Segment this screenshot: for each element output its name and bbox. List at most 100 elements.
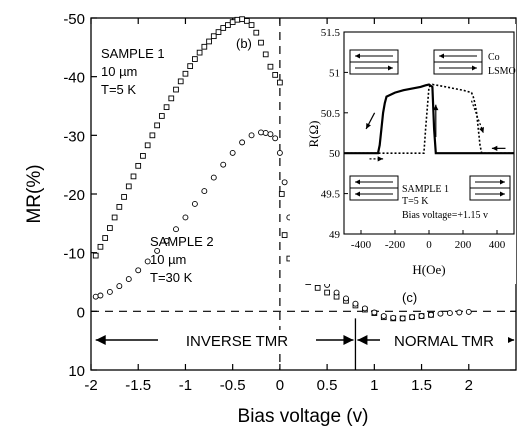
sample-2-point	[465, 308, 472, 315]
sample-1-point	[262, 51, 269, 58]
sample-1-size: 10 µm	[101, 64, 137, 79]
sample-2-point	[106, 289, 113, 295]
sample-1-point	[248, 22, 255, 28]
x-tick-label: 0.5	[317, 377, 338, 394]
sample-1-point	[97, 243, 104, 250]
inset-x-tick-label: -200	[385, 239, 406, 251]
sample-2-point	[390, 314, 397, 321]
x-tick-label: 2	[465, 377, 473, 394]
sample-2-point	[371, 309, 378, 316]
x-tick-label: 1.5	[411, 377, 432, 394]
sample-2-point	[446, 310, 453, 317]
inset-antiparallel-box-right-moment-head	[439, 53, 444, 59]
sample-2-point	[399, 315, 406, 322]
sample-1-point	[149, 132, 156, 139]
series-sample-2	[92, 129, 472, 322]
sample-2-point	[248, 132, 255, 139]
sample-1-point	[277, 79, 283, 86]
sample-1-point	[210, 33, 217, 40]
sample-2-point	[428, 311, 434, 318]
sample-1-point	[314, 285, 321, 291]
sample-1-point	[102, 235, 109, 241]
inverse-tmr-label: INVERSE TMR	[186, 333, 288, 350]
sample-1-point	[182, 70, 189, 77]
y-tick-label: -10	[63, 246, 85, 263]
sample-2-point	[210, 174, 217, 181]
sample-1-point	[206, 38, 212, 45]
sample-2-point	[144, 258, 151, 265]
sample-1-point	[278, 191, 285, 197]
inset-parallel-box-left-moment-head	[355, 191, 360, 197]
inset-parallel-box-right-moment-head	[500, 191, 505, 197]
inverse-tmr-arrowhead-left	[95, 335, 106, 345]
sample-1-point	[158, 113, 165, 119]
sample-2-point	[229, 149, 236, 156]
x-axis-label: Bias voltage (v)	[238, 406, 369, 427]
sample-1-point	[272, 72, 279, 78]
sample-2-point	[380, 313, 387, 319]
sample-2-point	[135, 267, 142, 274]
sample-2-point	[154, 247, 161, 254]
sample-1-point	[140, 153, 146, 159]
inset-x-axis-label: H(Oe)	[412, 262, 445, 277]
sample-1-point	[177, 78, 184, 85]
panel-b-label: (b)	[236, 36, 252, 51]
inset-y-tick-label: 49	[329, 229, 341, 241]
sample-1-point	[163, 104, 170, 111]
inset-sweep-up-line	[344, 83, 514, 155]
sample-2-point	[163, 237, 170, 244]
sample-1-point	[258, 39, 264, 46]
inset-antiparallel-box-left-moment-head	[355, 53, 360, 59]
main-ticks: -2 -1.5 -1 -0.5 0 0.5 1 1.5 2 -50 -40 -30 -20 -10 0 10	[63, 11, 516, 394]
y-tick-label: -50	[63, 11, 85, 28]
inset-sweep-arrow-center-head	[433, 104, 439, 111]
x-tick-label: -0.5	[220, 377, 246, 394]
y-tick-label: -30	[63, 128, 85, 145]
inset-labels: Co LSMO SAMPLE 1T=5 K Bias voltage=+1.15 v	[402, 52, 516, 221]
sample-1-point	[192, 56, 198, 62]
main-plot-area: -2 -1.5 -1 -0.5 0 0.5 1 1.5 2 -50 -40 -30 -20 -10 0 10 …	[24, 11, 517, 427]
sample-2-point	[409, 314, 416, 321]
sample-1-point	[225, 22, 231, 28]
sample-1-point	[111, 214, 118, 221]
inset-chart: -400 -200 0 200 400 49 49.5 50 50.5 51 51.5 Co LSMO…	[290, 24, 516, 284]
inset-series	[344, 83, 514, 162]
sample-2-point	[276, 149, 283, 156]
inset-x-tick-label: 400	[489, 239, 506, 251]
sample-2-point	[281, 179, 288, 186]
inset-magnetization-diagrams	[349, 49, 511, 201]
inset-bias-label: Bias voltage=+1.15 v	[402, 210, 488, 221]
sample-2-point	[343, 295, 349, 302]
x-tick-label: -1.5	[125, 377, 151, 394]
y-tick-label: -40	[63, 70, 85, 87]
sample-1-point	[215, 29, 222, 35]
inset-ticks: -400 -200 0 200 400 49 49.5 50 50.5 51 51.5	[321, 27, 506, 251]
sample-1-point	[168, 95, 175, 102]
sample-2-point	[262, 130, 269, 136]
sample-2-point	[191, 201, 198, 207]
inset-parallel-box-right-moment-head	[500, 179, 505, 185]
sample-1-point	[92, 252, 99, 259]
sample-2-point	[97, 292, 104, 299]
sample-1-label: SAMPLE 1	[101, 46, 165, 61]
sample-1-point	[243, 18, 250, 24]
sample-1-point	[116, 204, 123, 210]
sample-1-point	[144, 142, 151, 149]
sample-1-point	[154, 122, 160, 129]
y-axis-label: MR(%)	[24, 164, 45, 223]
sample-1-temp: T=5 K	[101, 82, 136, 97]
sample-2-point	[361, 305, 368, 312]
sample-2-point	[116, 283, 123, 290]
x-tick-label: 0	[276, 377, 284, 394]
inset-sweep-arrow-right-head	[479, 127, 484, 133]
sample-2-point	[267, 131, 274, 138]
x-tick-label: -2	[84, 377, 97, 394]
sample-1-point	[135, 162, 142, 169]
inset-temp-label: T=5 K	[402, 196, 429, 207]
sample-2-point	[92, 293, 99, 300]
sample-2-point	[220, 161, 227, 168]
sample-2-point	[239, 139, 246, 146]
inset-co-label: Co	[488, 52, 500, 63]
